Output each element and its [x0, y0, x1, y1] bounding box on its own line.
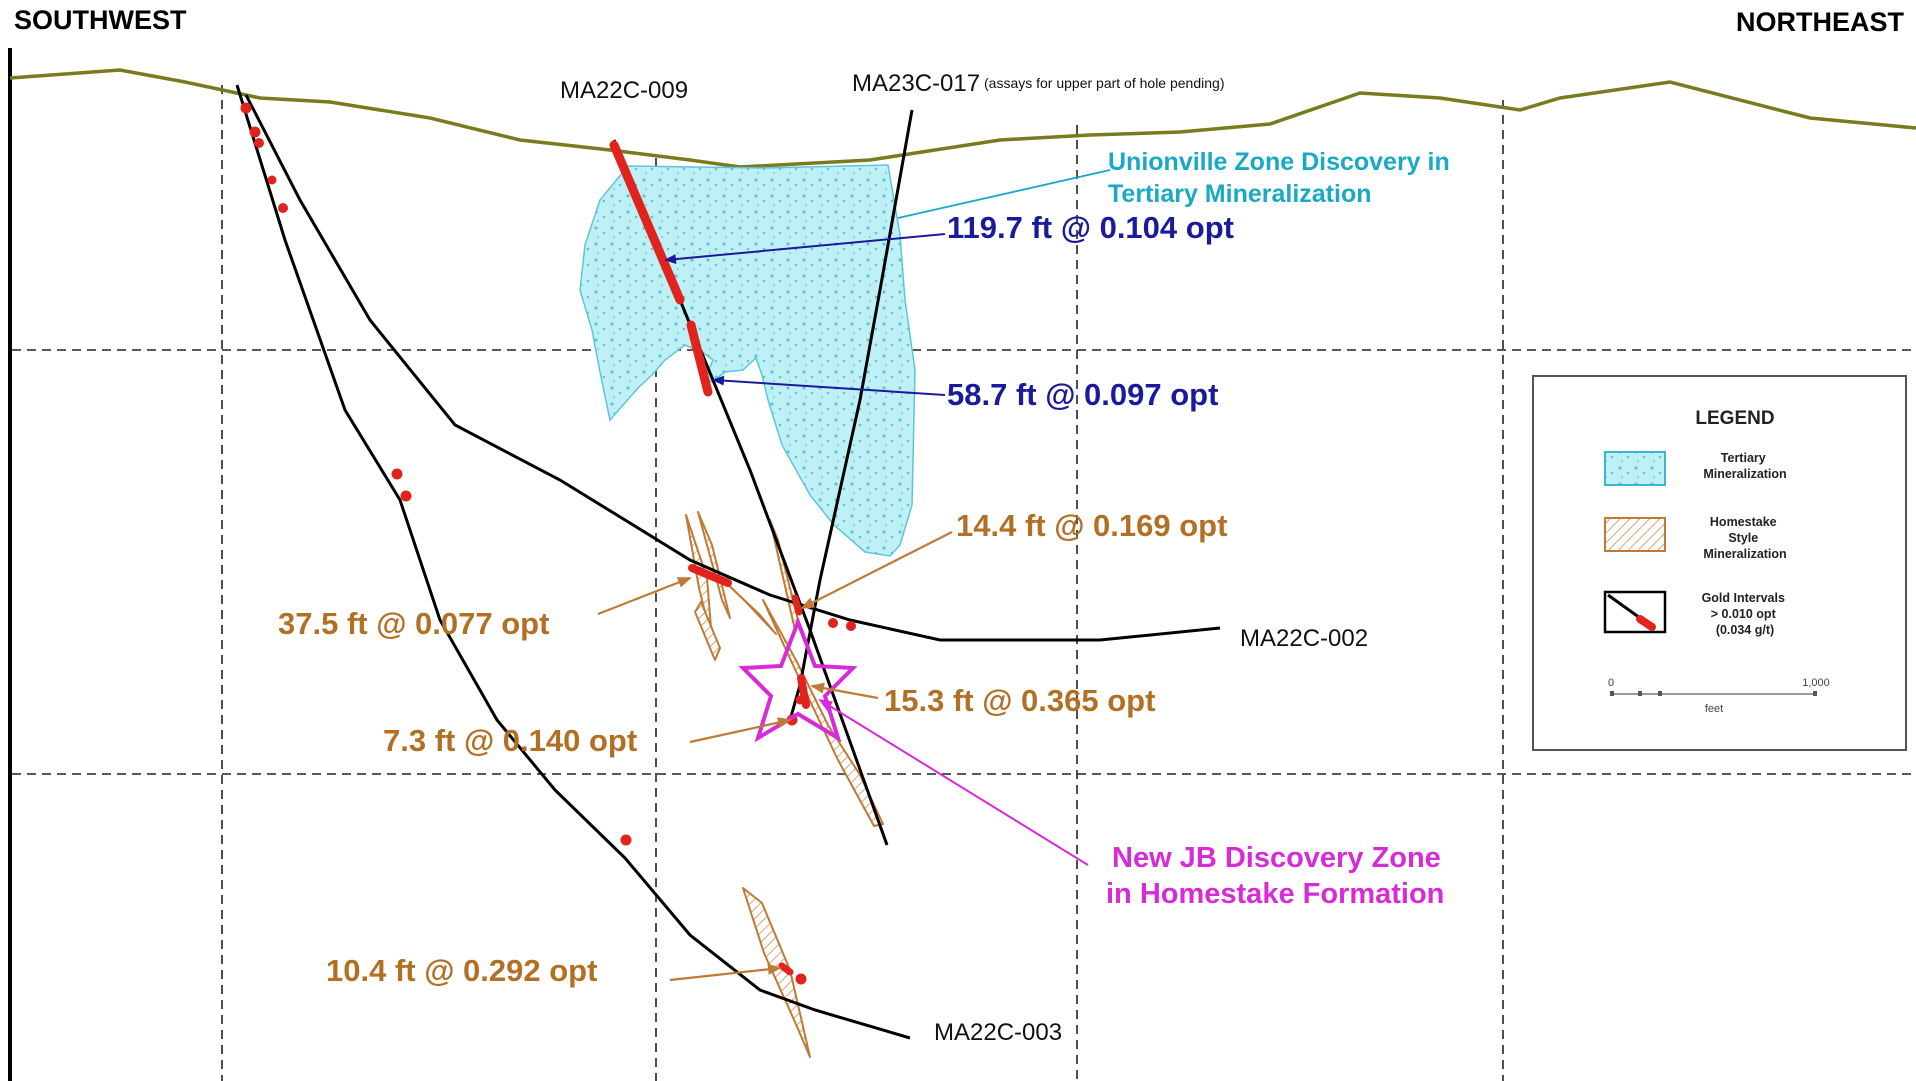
legend-gold-label: Gold Intervals > 0.010 opt (0.034 g/t)	[1702, 591, 1789, 637]
tertiary-mineralization-zone	[579, 164, 916, 557]
scale-end-label: 1,000	[1802, 677, 1830, 689]
arrow-15	[810, 682, 879, 700]
hole-trace-ma22c-002	[244, 94, 1221, 642]
gold-dot-1	[240, 102, 252, 114]
gold-dot-5	[278, 203, 288, 213]
legend: LEGEND Tertiary Mineralization Homestake…	[1532, 375, 1907, 751]
gold-interval-ma22c-009-lower	[686, 320, 713, 397]
arrow-14	[800, 531, 953, 609]
legend-gold-line1: Gold Intervals	[1702, 591, 1785, 605]
gold-interval-ma22c-009-upper	[609, 140, 685, 305]
legend-homestake-swatch	[1604, 517, 1666, 552]
intercept-10-4ft: 10.4 ft @ 0.292 opt	[326, 953, 597, 988]
gold-dot-3	[254, 138, 264, 148]
gold-dot-9	[828, 618, 838, 628]
scale-bar-tick-0	[1610, 691, 1614, 696]
homestake-zone-c	[694, 601, 721, 661]
jb-discovery-star	[738, 616, 858, 743]
gold-dot-4	[267, 175, 277, 185]
homestake-zone-d	[719, 576, 777, 635]
gold-interval-ma22c-003-a	[778, 962, 794, 976]
gold-interval-ma23c-017-a	[791, 594, 803, 616]
arrow-58	[712, 375, 946, 396]
hole-label-ma22c-009: MA22C-009	[560, 77, 688, 104]
scale-bar-tick-3	[1813, 691, 1817, 696]
scale-bar-tick-2	[1658, 691, 1662, 696]
scale-bar-tick-1	[1638, 691, 1642, 696]
hole-label-ma23c-017: MA23C-017	[852, 70, 980, 97]
gold-dot-13	[795, 973, 807, 985]
unionville-zone-label: Unionville Zone Discovery in Tertiary Mi…	[1108, 148, 1457, 208]
legend-box	[1532, 375, 1907, 751]
gold-interval-ma23c-017-b	[797, 674, 810, 709]
intercept-119-7ft: 119.7 ft @ 0.104 opt	[947, 210, 1234, 245]
northeast-label: NORTHEAST	[1736, 7, 1905, 37]
scale-unit-label: feet	[1705, 703, 1723, 715]
homestake-zone-g	[742, 887, 811, 1058]
hole-label-ma22c-003: MA22C-003	[934, 1019, 1062, 1046]
legend-title: LEGEND	[1695, 408, 1774, 429]
legend-gold-interval	[1636, 615, 1656, 631]
unionville-leader	[897, 169, 1111, 219]
legend-tertiary-label: Tertiary Mineralization	[1703, 451, 1786, 481]
intercept-15-3ft: 15.3 ft @ 0.365 opt	[884, 683, 1155, 718]
homestake-zone-f	[762, 599, 884, 827]
arrow-7	[689, 717, 792, 744]
scale-start-label: 0	[1608, 677, 1614, 689]
legend-homestake-line1: Homestake	[1710, 515, 1777, 529]
intercept-58-7ft: 58.7 ft @ 0.097 opt	[947, 377, 1218, 412]
jb-zone-line2: in Homestake Formation	[1106, 878, 1444, 910]
gold-dot-6	[391, 468, 403, 480]
jb-zone-line1: New JB Discovery Zone	[1112, 842, 1441, 874]
gold-dot-12	[795, 695, 805, 705]
jb-zone-label: New JB Discovery Zone in Homestake Forma…	[1106, 842, 1449, 910]
arrow-10	[669, 963, 782, 982]
topography-line	[9, 68, 1916, 169]
southwest-label: SOUTHWEST	[14, 5, 187, 35]
gold-dot-2	[249, 126, 261, 138]
legend-gold-line3: (0.034 g/t)	[1716, 623, 1774, 637]
legend-tertiary-line1: Tertiary	[1721, 451, 1766, 465]
gold-dot-8	[620, 834, 632, 846]
gold-dot-10	[846, 621, 856, 631]
intercept-7-3ft: 7.3 ft @ 0.140 opt	[383, 723, 637, 758]
intercept-14-4ft: 14.4 ft @ 0.169 opt	[956, 508, 1227, 543]
arrow-37	[597, 576, 692, 616]
unionville-zone-line2: Tertiary Mineralization	[1108, 180, 1372, 208]
arrow-jb	[818, 698, 1089, 866]
legend-homestake-line2: Style	[1728, 531, 1758, 545]
hole-note-ma23c-017: (assays for upper part of hole pending)	[984, 75, 1224, 91]
arrow-119	[664, 233, 946, 265]
legend-gold-line2: > 0.010 opt	[1711, 607, 1777, 621]
hole-label-ma22c-002: MA22C-002	[1240, 625, 1368, 652]
legend-homestake-label: Homestake Style Mineralization	[1703, 515, 1786, 561]
hole-trace-ma22c-003	[235, 84, 911, 1040]
legend-tertiary-line2: Mineralization	[1703, 467, 1786, 481]
leader-lines	[597, 169, 1111, 982]
scale-bar: 0 1,000 feet	[1608, 677, 1830, 715]
unionville-zone-line1: Unionville Zone Discovery in	[1108, 148, 1450, 176]
intercept-37-5ft: 37.5 ft @ 0.077 opt	[278, 606, 549, 641]
legend-homestake-line3: Mineralization	[1703, 547, 1786, 561]
gold-interval-ma22c-002-a	[688, 564, 732, 587]
hole-trace-ma23c-017	[788, 109, 914, 721]
gold-intervals	[240, 102, 856, 985]
gold-dot-7	[400, 490, 412, 502]
legend-tertiary-swatch	[1604, 451, 1666, 486]
